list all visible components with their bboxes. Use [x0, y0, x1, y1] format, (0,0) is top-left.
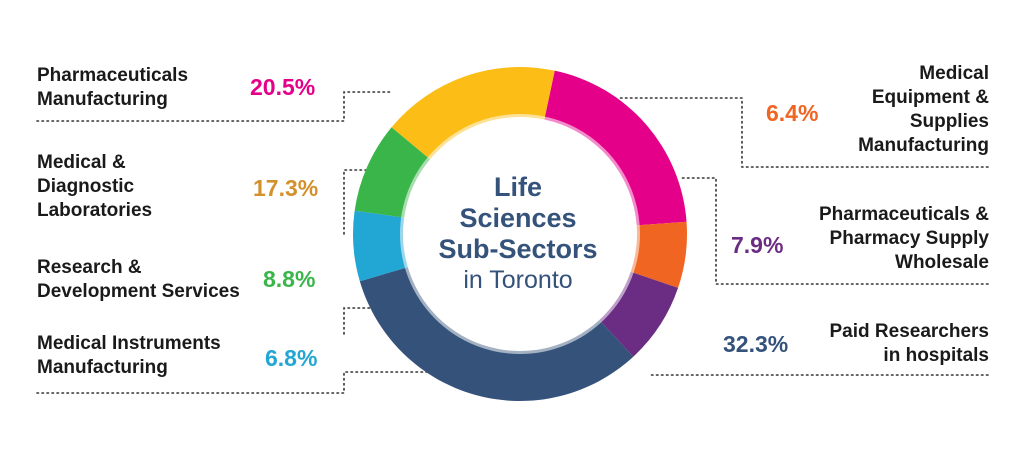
label-diagnostic-labs: Medical & Diagnostic Laboratories: [37, 152, 153, 221]
value-research-development: 8.8%: [263, 266, 316, 292]
donut-slice-2: [599, 271, 679, 357]
chart-subtitle: in Toronto: [463, 266, 573, 294]
donut-slice-6: [391, 67, 555, 160]
leader-line-5: [343, 307, 386, 335]
label-pharmaceuticals-manufacturing: Pharmaceuticals Manufacturing: [37, 65, 189, 110]
label-research-development: Research & Development Services: [37, 257, 240, 302]
value-pharmacy-wholesale: 7.9%: [731, 232, 784, 258]
donut-slice-5: [354, 127, 431, 218]
chart-title: Life Sciences Sub-Sectors in Toronto: [408, 172, 628, 295]
donut-slices: [353, 67, 687, 401]
value-diagnostic-labs: 17.3%: [253, 175, 319, 201]
value-medical-instruments: 6.8%: [265, 345, 318, 371]
donut-slice-3: [359, 267, 634, 401]
donut-slice-0: [544, 70, 687, 226]
donut-slice-1: [630, 221, 687, 288]
leader-line-0: [36, 91, 391, 122]
leader-line-4: [36, 371, 431, 394]
chart-title-line-1: Life: [493, 172, 542, 202]
label-pharmacy-wholesale: Pharmaceuticals & Pharmacy Supply Wholes…: [818, 204, 989, 273]
leader-line-2: [681, 177, 989, 285]
value-medical-equipment: 6.4%: [766, 100, 819, 126]
label-paid-researchers: Paid Researchers in hospitals: [829, 321, 990, 366]
donut-slice-4: [353, 210, 408, 282]
donut-inner-glow-ring: [400, 114, 640, 354]
leader-lines: [36, 91, 989, 394]
donut-inner-ring: [400, 114, 640, 354]
value-pharmaceuticals-manufacturing: 20.5%: [250, 74, 316, 100]
leader-line-1: [617, 97, 989, 168]
chart-title-line-3: Sub-Sectors: [438, 234, 598, 264]
label-medical-equipment: Medical Equipment & Supplies Manufacturi…: [858, 63, 989, 156]
donut-center: [414, 128, 626, 340]
chart-title-line-2: Sciences: [459, 203, 577, 233]
value-paid-researchers: 32.3%: [723, 331, 789, 357]
label-medical-instruments: Medical Instruments Manufacturing: [37, 333, 221, 378]
